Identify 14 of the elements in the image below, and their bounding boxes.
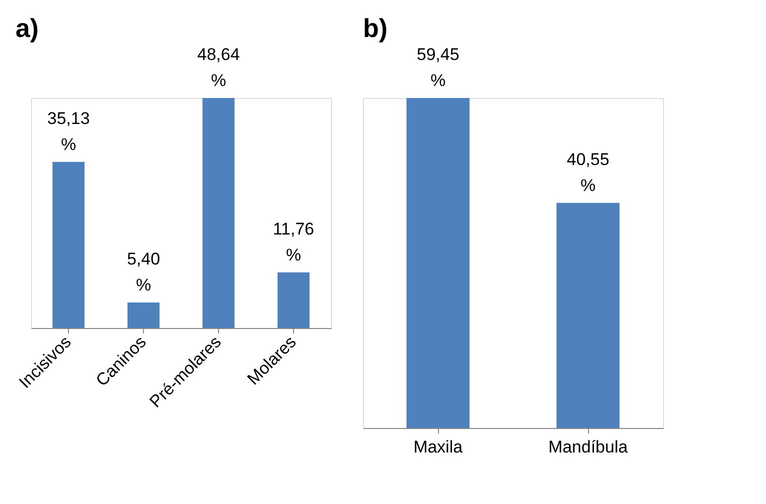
- bar: [278, 272, 310, 328]
- chart-title: b): [363, 13, 388, 43]
- chart-title: a): [16, 13, 39, 43]
- data-label: 35,13 %: [47, 108, 90, 154]
- data-label: 5,40 %: [126, 249, 160, 294]
- data-label: 59,45 %: [416, 45, 460, 90]
- data-label: 40,55 %: [566, 150, 610, 195]
- x-tick-label: Mandíbula: [548, 438, 628, 456]
- x-tick-label: Maxila: [413, 438, 464, 456]
- bar: [52, 162, 84, 328]
- bar: [202, 98, 234, 328]
- data-label: 48,64 %: [197, 45, 240, 90]
- bar: [128, 302, 160, 328]
- data-label: 11,76 %: [272, 219, 314, 264]
